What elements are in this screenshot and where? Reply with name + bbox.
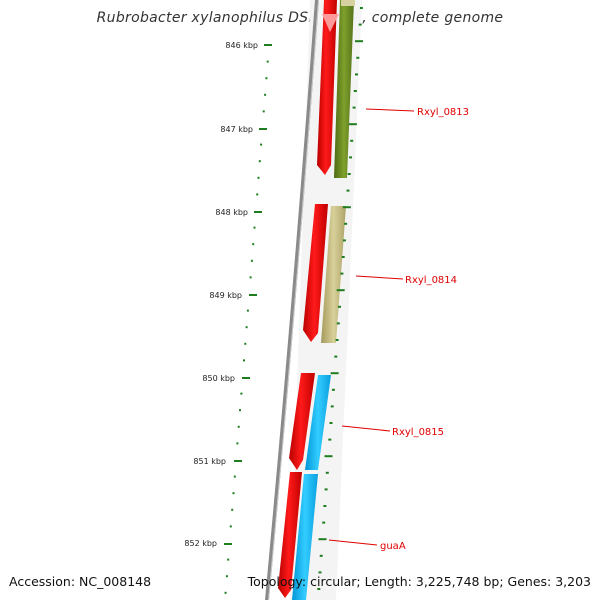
leader-rxyl-0813: [365, 108, 415, 112]
tick-label-850: 850 kbp: [202, 374, 235, 383]
gene-rxyl-0814-arrow: [321, 206, 346, 343]
genome-backbone-highlight: [268, 0, 319, 600]
accession-text: Accession: NC_008148: [9, 574, 152, 589]
leader-rxyl-0814: [355, 275, 404, 280]
map-title: Rubrobacter xylanophilus DSM 9941, compl…: [96, 10, 504, 26]
cds-arrow-4: [278, 472, 302, 598]
gene-labels: Rxyl_0813 Rxyl_0814 Rxyl_0815 guaA: [380, 107, 469, 552]
outer-ring-ticks: [317, 7, 363, 590]
gene-rxyl-0813-top-cap: [341, 0, 355, 6]
genome-backbone: [265, 0, 319, 600]
tick-label-848: 848 kbp: [215, 208, 248, 217]
gene-label-guaa: guaA: [380, 541, 406, 552]
cds-arrow-3: [289, 373, 315, 470]
axis-major-ticks: [224, 44, 272, 545]
tick-label-851: 851 kbp: [193, 457, 226, 466]
gene-label-rxyl-0814: Rxyl_0814: [405, 275, 457, 286]
gene-label-rxyl-0815: Rxyl_0815: [392, 427, 444, 438]
gene-rxyl-0815-arrow: [305, 375, 331, 470]
axis-minor-ticks: [224, 60, 269, 594]
tick-label-852: 852 kbp: [184, 539, 217, 548]
tick-label-847: 847 kbp: [220, 125, 253, 134]
cds-arrow-1-pink-head: [322, 14, 339, 32]
cds-arrow-1: [317, 0, 337, 175]
gene-rxyl-0813-arrow: [334, 0, 354, 178]
gene-label-leaders: [328, 108, 415, 546]
cds-arrow-2: [303, 204, 328, 342]
gene-guaa-arrow: [292, 474, 318, 600]
gene-label-rxyl-0813: Rxyl_0813: [417, 107, 469, 118]
tick-label-846: 846 kbp: [225, 41, 258, 50]
leader-rxyl-0815: [341, 425, 391, 432]
tick-label-849: 849 kbp: [209, 291, 242, 300]
genome-summary-text: Topology: circular; Length: 3,225,748 bp…: [247, 574, 591, 589]
axis-tick-labels: 846 kbp 847 kbp 848 kbp 849 kbp 850 kbp …: [184, 41, 258, 548]
leader-guaa: [328, 539, 378, 546]
